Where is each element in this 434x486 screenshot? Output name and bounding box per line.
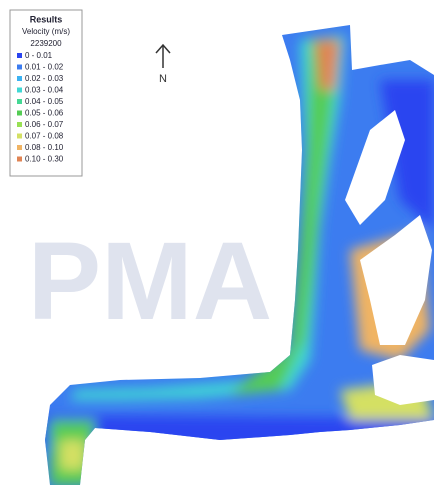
- legend-swatch: [17, 122, 22, 127]
- watermark: PMA: [28, 220, 272, 343]
- legend-label: 0.01 - 0.02: [25, 63, 64, 72]
- legend-swatch: [17, 76, 22, 81]
- north-label: N: [159, 73, 167, 85]
- legend-label: 0.10 - 0.30: [25, 155, 64, 164]
- legend-swatch: [17, 53, 22, 58]
- legend-swatch: [17, 157, 22, 162]
- velocity-map: PMA N Results Velocity (m/s) 2239200 0 -…: [0, 0, 434, 486]
- legend-swatch: [17, 65, 22, 70]
- legend-label: 0.04 - 0.05: [25, 97, 64, 106]
- north-arrow: N: [156, 45, 170, 85]
- legend-swatch: [17, 111, 22, 116]
- legend-label: 0.08 - 0.10: [25, 143, 64, 152]
- legend-label: 0.02 - 0.03: [25, 74, 64, 83]
- legend-label: 0.05 - 0.06: [25, 109, 64, 118]
- legend-id: 2239200: [30, 39, 62, 48]
- legend-subtitle: Velocity (m/s): [22, 27, 70, 36]
- legend-swatch: [17, 88, 22, 93]
- map-view: PMA N Results Velocity (m/s) 2239200 0 -…: [0, 0, 434, 486]
- legend-label: 0.07 - 0.08: [25, 132, 64, 141]
- legend-swatch: [17, 134, 22, 139]
- legend: Results Velocity (m/s) 2239200 0 - 0.01 0…: [10, 10, 82, 176]
- legend-label: 0 - 0.01: [25, 51, 53, 60]
- legend-label: 0.06 - 0.07: [25, 120, 64, 129]
- legend-swatch: [17, 99, 22, 104]
- legend-label: 0.03 - 0.04: [25, 86, 64, 95]
- legend-title: Results: [30, 14, 63, 24]
- legend-swatch: [17, 145, 22, 150]
